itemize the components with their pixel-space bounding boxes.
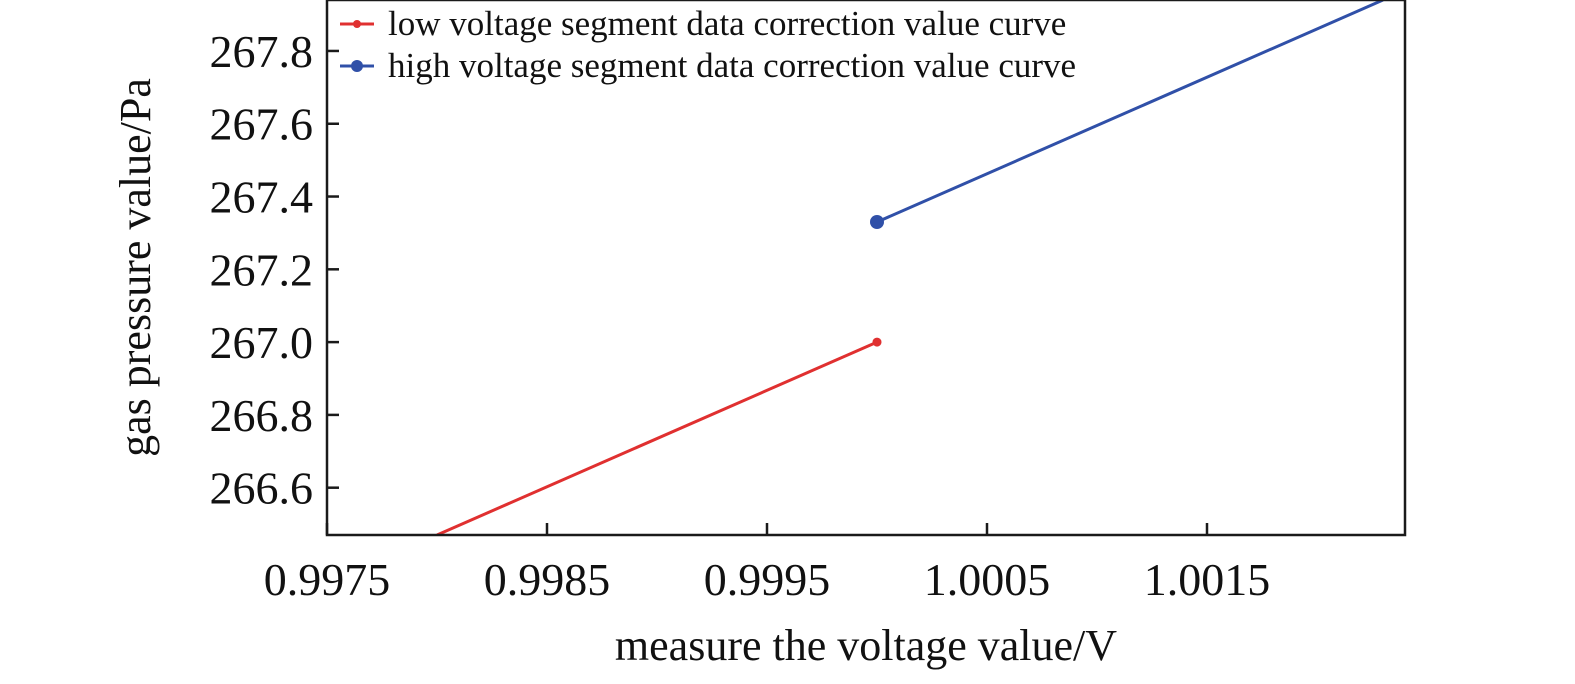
series-line-2 <box>876 0 1384 224</box>
x-axis-label: measure the voltage value/V <box>615 621 1117 670</box>
y-axis-label: gas pressure value/Pa <box>111 78 160 457</box>
y-tick-label: 266.8 <box>210 390 314 441</box>
x-tick-label: 0.9975 <box>264 554 391 605</box>
x-axis: 0.9975 0.9985 0.9995 1.0005 1.0015 <box>264 523 1271 605</box>
x-tick-label: 1.0015 <box>1144 554 1271 605</box>
series-line-1 <box>436 340 878 535</box>
y-axis: 266.6 266.8 267.0 267.2 267.4 267.6 267.8 <box>210 26 339 514</box>
x-tick-label: 0.9985 <box>484 554 611 605</box>
plot-frame <box>325 0 1407 537</box>
x-tick-label: 0.9995 <box>704 554 831 605</box>
y-tick-label: 267.2 <box>210 244 314 295</box>
y-tick-label: 267.6 <box>210 99 314 150</box>
legend-item: high voltage segment data correction val… <box>340 46 1076 85</box>
legend: low voltage segment data correction valu… <box>340 4 1076 85</box>
y-tick-label: 267.8 <box>210 26 314 77</box>
legend-marker <box>353 20 361 28</box>
legend-marker <box>351 60 363 72</box>
series-point-1 <box>872 337 882 347</box>
legend-item: low voltage segment data correction valu… <box>340 4 1066 43</box>
y-tick-label: 267.4 <box>210 172 314 223</box>
legend-label: high voltage segment data correction val… <box>388 46 1076 85</box>
x-tick-label: 1.0005 <box>924 554 1051 605</box>
series-point-2 <box>870 215 884 230</box>
y-tick-label: 267.0 <box>210 317 314 368</box>
legend-label: low voltage segment data correction valu… <box>388 4 1066 43</box>
series-layer <box>436 0 1384 535</box>
y-tick-label: 266.6 <box>210 463 314 514</box>
